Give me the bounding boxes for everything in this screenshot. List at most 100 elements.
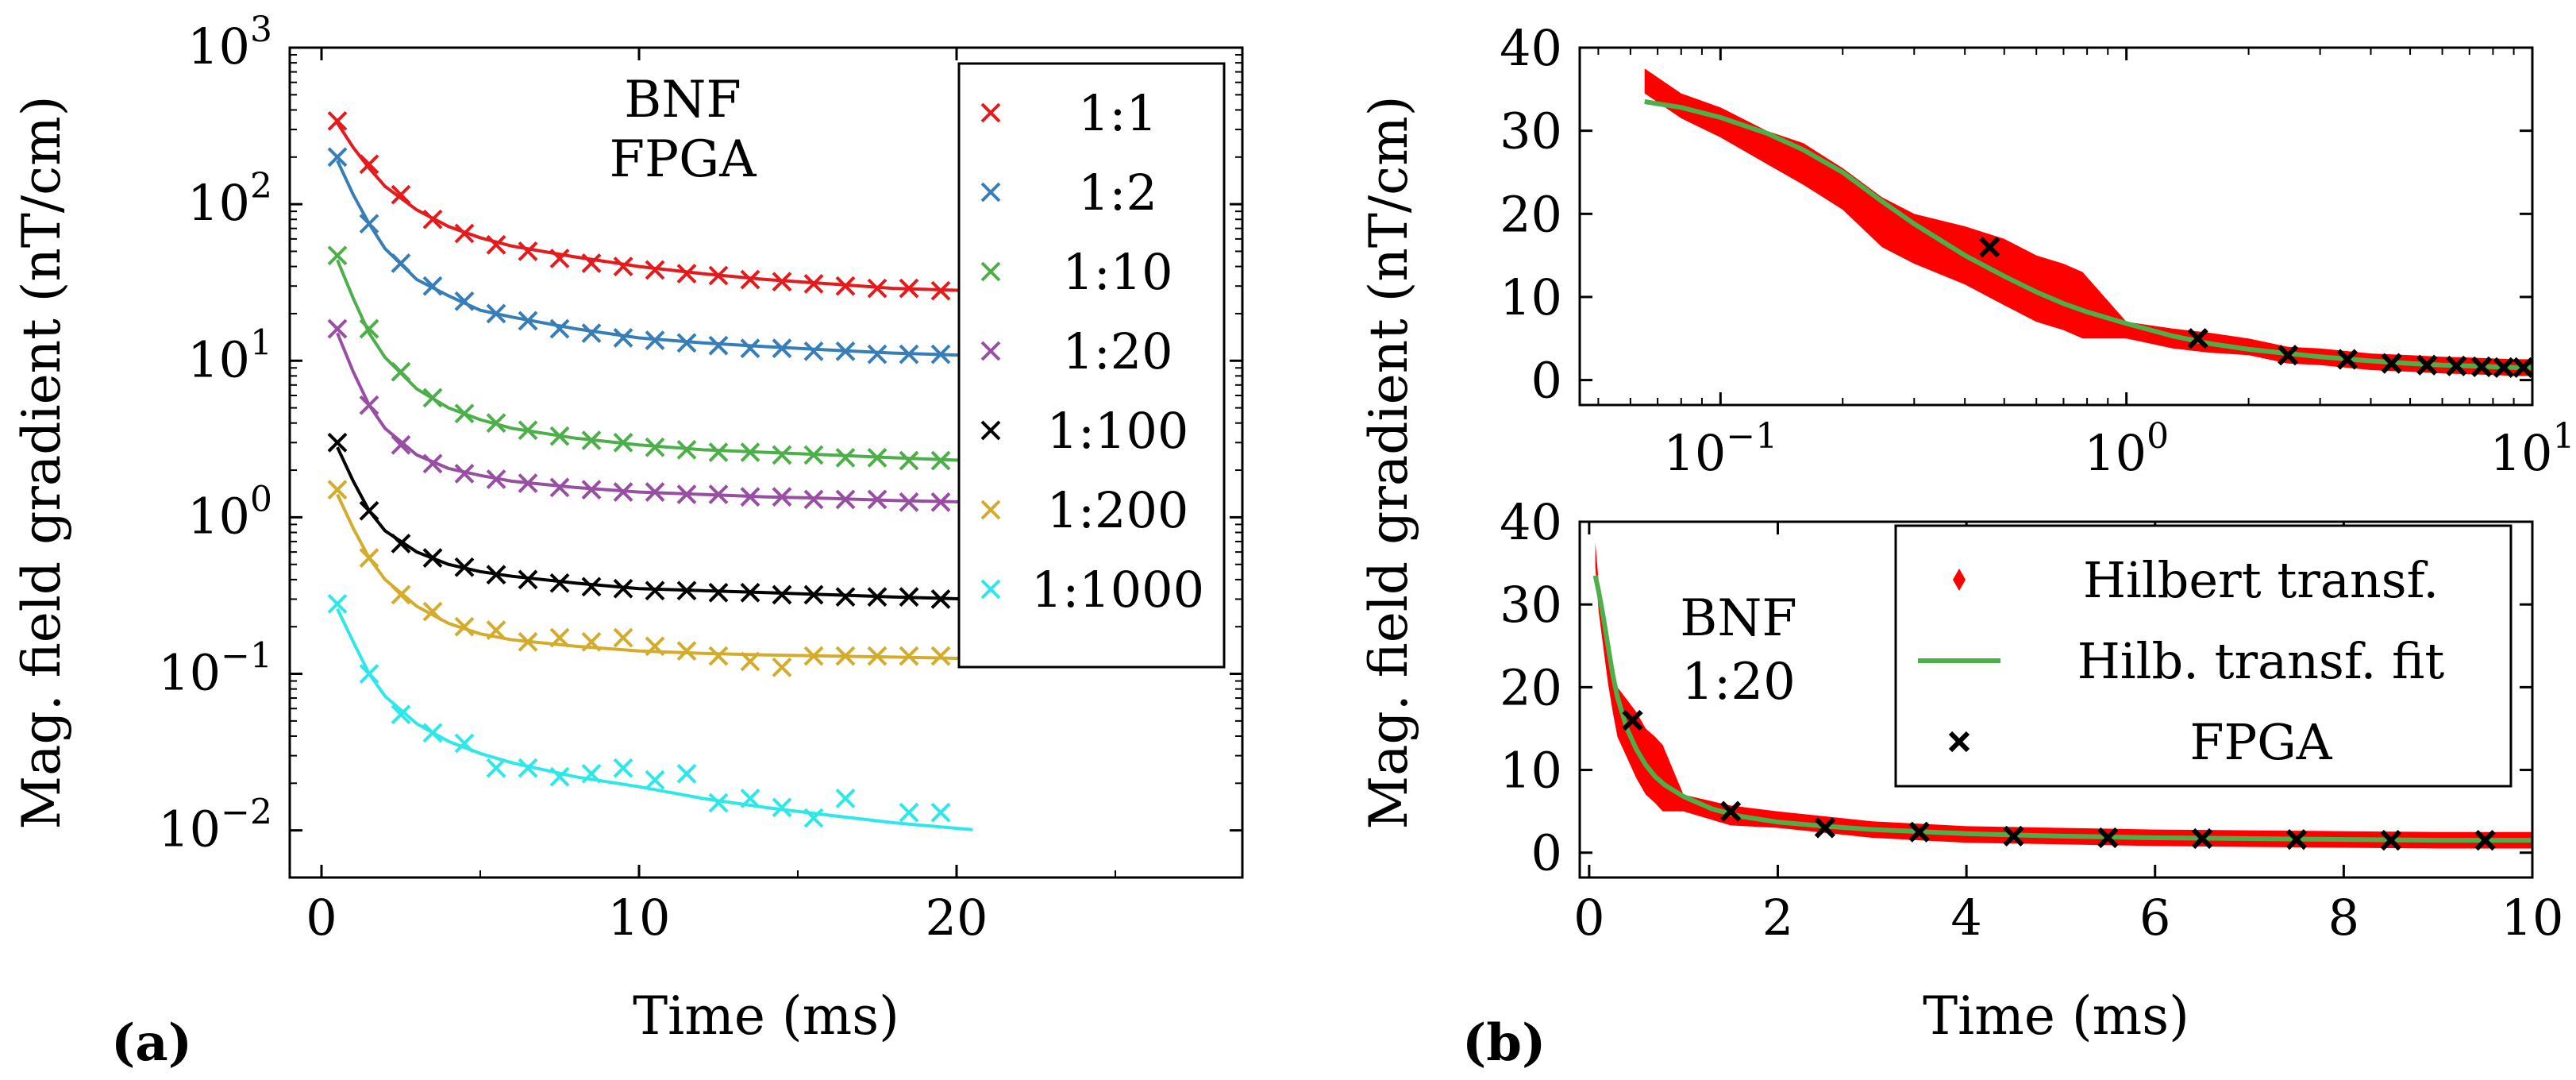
point-1:10-5 (486, 413, 506, 434)
ytick-label: 40 (1500, 493, 1562, 551)
ytick-label: 10 (1500, 268, 1562, 326)
point-1:200-1-b (359, 548, 379, 568)
point-1:20-9-b (613, 482, 633, 502)
point-1:1000-10 (645, 770, 665, 790)
point-1:20-4-b (454, 464, 475, 484)
point-1:1000-13 (740, 789, 760, 808)
point-1:100-0-b (327, 432, 348, 453)
point-1:200-0 (327, 480, 348, 500)
point-1:200-16-b (835, 646, 856, 666)
point-1:1000-8-b (581, 763, 602, 784)
legend-label-1:200: 1:200 (1047, 481, 1189, 539)
point-1:200-18 (899, 646, 919, 666)
point-1:10-4 (454, 403, 475, 424)
point-1:10-10-b (645, 437, 665, 457)
point-1:200-6-b (518, 631, 538, 652)
point-1:100-7 (549, 573, 570, 593)
point-1:20-18 (899, 492, 919, 512)
point-1:20-12-b (708, 484, 729, 505)
point-1:100-1 (359, 500, 379, 521)
fpga-point-top-9-b (2512, 357, 2534, 379)
point-1:100-12-b (708, 582, 729, 603)
point-1:20-8-b (581, 480, 602, 500)
point-1:2-9-b (613, 328, 633, 348)
point-1:100-5 (486, 565, 506, 585)
point-1:1-16 (835, 276, 856, 296)
point-1:1-0-b (327, 110, 348, 131)
point-1:100-14-b (772, 584, 792, 605)
fpga-point-bottom-5-b (2097, 827, 2119, 849)
point-1:20-5-b (486, 469, 506, 489)
fpga-point-bottom-3 (1908, 821, 1930, 843)
fpga-point-top-3-b (2336, 349, 2358, 370)
point-1:1-2 (391, 184, 411, 205)
legend-marker-1:1000 (980, 579, 1001, 600)
point-1:10-3-b (422, 388, 443, 408)
point-1:200-7-b (549, 627, 570, 648)
ytick-label: 103 (187, 10, 272, 75)
point-1:200-17-b (867, 646, 888, 666)
point-1:1-8-b (581, 253, 602, 273)
point-1:2-9 (613, 328, 633, 348)
point-1:2-8-b (581, 323, 602, 343)
fpga-point-bottom-7 (2285, 828, 2308, 850)
fpga-point-bottom-8 (2380, 829, 2401, 851)
point-1:1000-5 (486, 758, 506, 778)
xtick-label: 0 (1573, 889, 1604, 947)
point-1:200-11-b (676, 641, 697, 662)
xtick-label: 4 (1950, 889, 1981, 947)
fpga-point-bottom-9-b (2474, 829, 2496, 851)
point-1:200-6 (518, 631, 538, 652)
point-1:20-18-b (899, 492, 919, 512)
point-1:10-7-b (549, 426, 570, 446)
x-axis-label-a: Time (ms) (633, 986, 899, 1047)
point-1:10-17 (867, 448, 888, 468)
point-1:20-12 (708, 484, 729, 505)
fpga-point-top-3 (2336, 349, 2358, 370)
point-1:10-11-b (676, 439, 697, 460)
point-1:200-12-b (708, 646, 729, 666)
point-1:1000-11 (676, 763, 697, 784)
point-1:100-12 (708, 582, 729, 603)
point-1:10-7 (549, 426, 570, 446)
point-1:200-13-b (740, 651, 760, 672)
point-1:1-0 (327, 110, 348, 131)
legend-marker-1:10-b (980, 261, 1001, 282)
point-1:20-11-b (676, 484, 697, 505)
point-1:100-13-b (740, 582, 760, 603)
point-1:1000-1-b (359, 664, 379, 684)
plot-frame-b-top (1578, 46, 2534, 407)
fpga-point-bottom-6 (2192, 827, 2213, 850)
point-1:100-2-b (391, 533, 411, 554)
point-1:1000-7 (549, 766, 570, 787)
point-1:1-13-b (740, 269, 760, 290)
point-1:20-13-b (740, 487, 760, 507)
legend-label-1:100: 1:100 (1047, 402, 1189, 460)
xtick-label: 2 (1762, 889, 1793, 947)
annotation-fpga: FPGA (610, 130, 757, 189)
point-1:10-3 (422, 388, 443, 408)
point-1:2-5 (486, 303, 506, 324)
ytick-label: 0 (1531, 352, 1562, 410)
xtick-label: 10−1 (1663, 416, 1777, 482)
fit-line-1:200 (336, 493, 973, 661)
point-1:20-6 (518, 473, 538, 493)
point-1:10-10 (645, 437, 665, 457)
point-1:10-6-b (518, 420, 538, 441)
point-1:200-10 (645, 636, 665, 657)
point-1:2-10-b (645, 330, 665, 350)
ytick-label: 30 (1500, 102, 1562, 160)
legend-label-1: Hilb. transf. fit (2077, 632, 2445, 690)
point-1:20-14 (772, 487, 792, 507)
fpga-point-top-6 (2446, 355, 2467, 376)
xtick-label: 10 (608, 889, 671, 947)
point-1:1000-15 (803, 808, 824, 828)
fpga-point-bottom-0 (1622, 709, 1643, 731)
point-1:1-7 (549, 249, 570, 268)
fit-line-1:1000 (336, 608, 973, 831)
point-1:10-6 (518, 420, 538, 441)
point-1:10-15 (803, 445, 824, 465)
point-1:100-9 (613, 578, 633, 599)
point-1:10-1 (359, 318, 379, 339)
point-1:200-14-b (772, 657, 792, 677)
